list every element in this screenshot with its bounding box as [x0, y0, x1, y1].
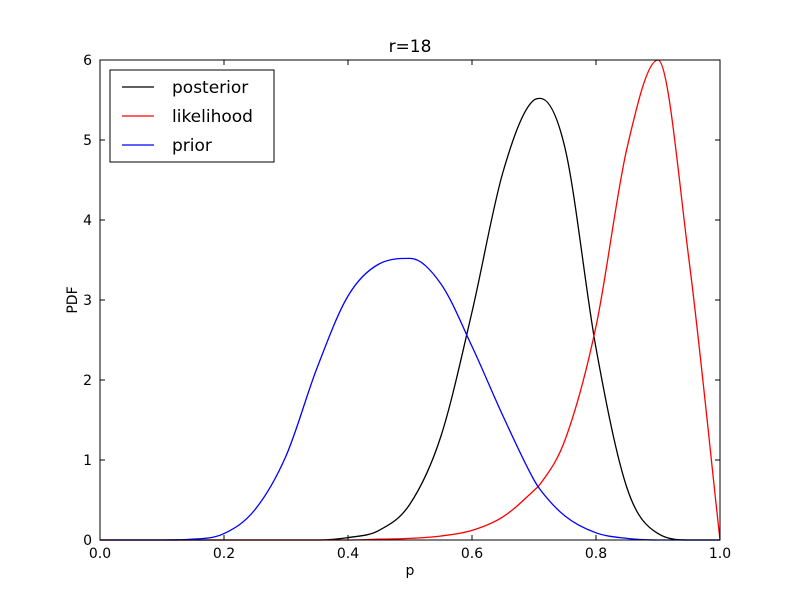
legend-entries: posterior likelihood prior — [122, 78, 253, 156]
chart-title: r=18 — [389, 37, 432, 57]
x-axis-ticks: 0.0 0.2 0.4 0.6 0.8 1.0 — [89, 60, 731, 562]
legend-label-prior: prior — [172, 136, 212, 156]
legend: posterior likelihood prior — [109, 69, 275, 163]
y-axis-ticks: 0 1 2 3 4 5 6 — [83, 53, 720, 549]
y-axis-title: PDF — [65, 286, 81, 313]
y-tick-label: 0 — [83, 533, 92, 549]
y-tick-label: 2 — [83, 373, 92, 389]
legend-label-posterior: posterior — [172, 78, 248, 98]
series-line-prior — [100, 257, 720, 541]
x-tick-label: 1.0 — [709, 546, 731, 562]
y-tick-label: 3 — [83, 293, 92, 309]
y-tick-label: 5 — [83, 133, 92, 149]
x-tick-label: 0.2 — [213, 546, 235, 562]
x-tick-label: 0.0 — [89, 546, 111, 562]
y-tick-label: 1 — [83, 453, 92, 469]
legend-label-likelihood: likelihood — [172, 107, 253, 127]
x-tick-label: 0.6 — [461, 546, 483, 562]
y-tick-label: 4 — [83, 213, 92, 229]
x-tick-label: 0.8 — [585, 546, 607, 562]
y-tick-label: 6 — [83, 53, 92, 69]
x-axis-title: p — [406, 563, 415, 579]
x-tick-label: 0.4 — [337, 546, 359, 562]
